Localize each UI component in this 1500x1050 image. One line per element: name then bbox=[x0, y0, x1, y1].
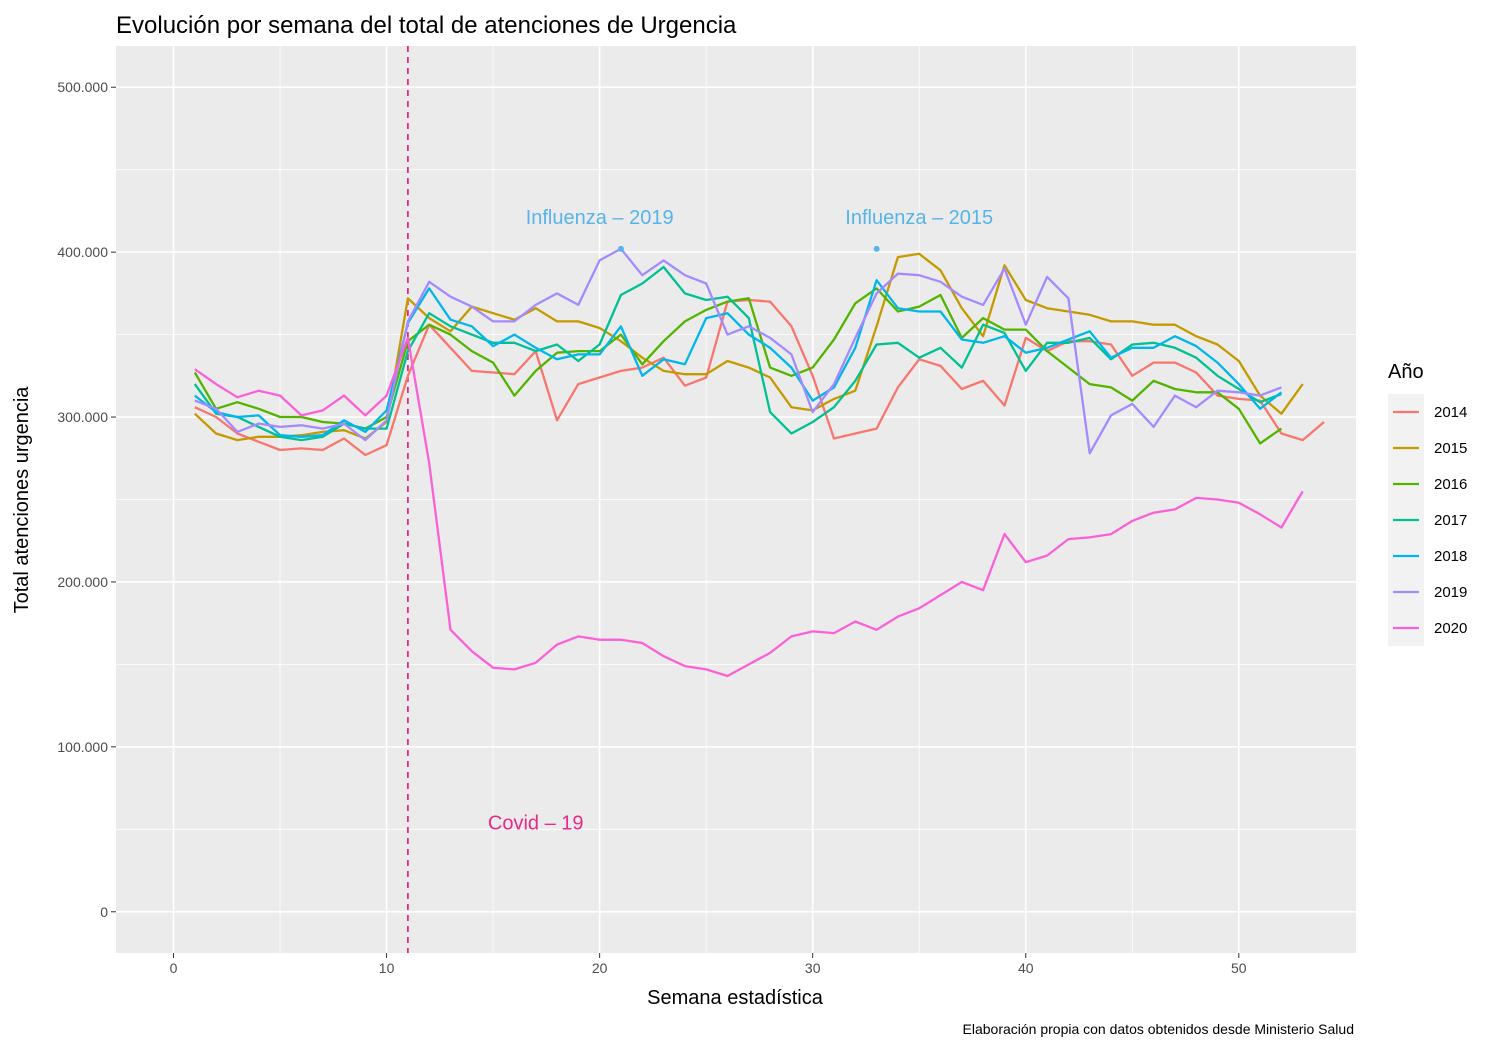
y-axis-title: Total atenciones urgencia bbox=[11, 386, 33, 614]
x-tick-label: 40 bbox=[1018, 960, 1034, 976]
legend: Año 2014 2015 2016 2017 2018 2019 2020 bbox=[1388, 361, 1467, 646]
y-tick-label: 100.000 bbox=[57, 739, 108, 755]
legend-label: 2015 bbox=[1434, 440, 1467, 457]
y-axis: 0 100.000 200.000 300.000 400.000 500.000 bbox=[57, 79, 116, 920]
legend-label: 2020 bbox=[1434, 620, 1467, 637]
x-axis-title: Semana estadística bbox=[647, 987, 824, 1009]
annotation-labels: Influenza – 2019 Influenza – 2015 Covid – … bbox=[488, 207, 993, 834]
series-line-2017 bbox=[193, 265, 1282, 442]
chart-title: Evolución por semana del total de atenci… bbox=[116, 12, 737, 39]
y-tick-label: 500.000 bbox=[57, 79, 108, 95]
annotation-label: Influenza – 2019 bbox=[526, 207, 674, 229]
series-line-2016 bbox=[193, 287, 1283, 445]
x-tick-label: 10 bbox=[379, 960, 395, 976]
annotation-point bbox=[617, 245, 624, 252]
legend-label: 2019 bbox=[1434, 584, 1467, 601]
chart-caption: Elaboración propia con datos obtenidos d… bbox=[963, 1021, 1354, 1037]
x-tick-label: 20 bbox=[592, 960, 608, 976]
series-line-2018 bbox=[194, 279, 1283, 438]
legend-label: 2018 bbox=[1434, 548, 1467, 565]
x-axis: 0 10 20 30 40 50 bbox=[170, 953, 1247, 976]
x-tick-label: 0 bbox=[170, 960, 178, 976]
y-tick-label: 0 bbox=[100, 904, 108, 920]
legend-label: 2017 bbox=[1434, 512, 1467, 529]
grid-lines bbox=[116, 46, 1356, 953]
x-tick-label: 50 bbox=[1231, 960, 1247, 976]
x-tick-label: 30 bbox=[805, 960, 821, 976]
annotation-point bbox=[873, 245, 880, 252]
series-line-2019 bbox=[194, 247, 1282, 455]
y-tick-label: 400.000 bbox=[57, 244, 108, 260]
annotation-label: Influenza – 2015 bbox=[845, 207, 993, 229]
y-tick-label: 200.000 bbox=[57, 574, 108, 590]
series-lines bbox=[193, 247, 1325, 678]
series-line-2014 bbox=[194, 298, 1325, 457]
legend-label: 2016 bbox=[1434, 476, 1467, 493]
y-tick-label: 300.000 bbox=[57, 409, 108, 425]
series-line-2020 bbox=[194, 336, 1304, 678]
legend-label: 2014 bbox=[1434, 404, 1467, 421]
annotation-label: Covid – 19 bbox=[488, 812, 584, 834]
legend-title: Año bbox=[1388, 361, 1424, 383]
